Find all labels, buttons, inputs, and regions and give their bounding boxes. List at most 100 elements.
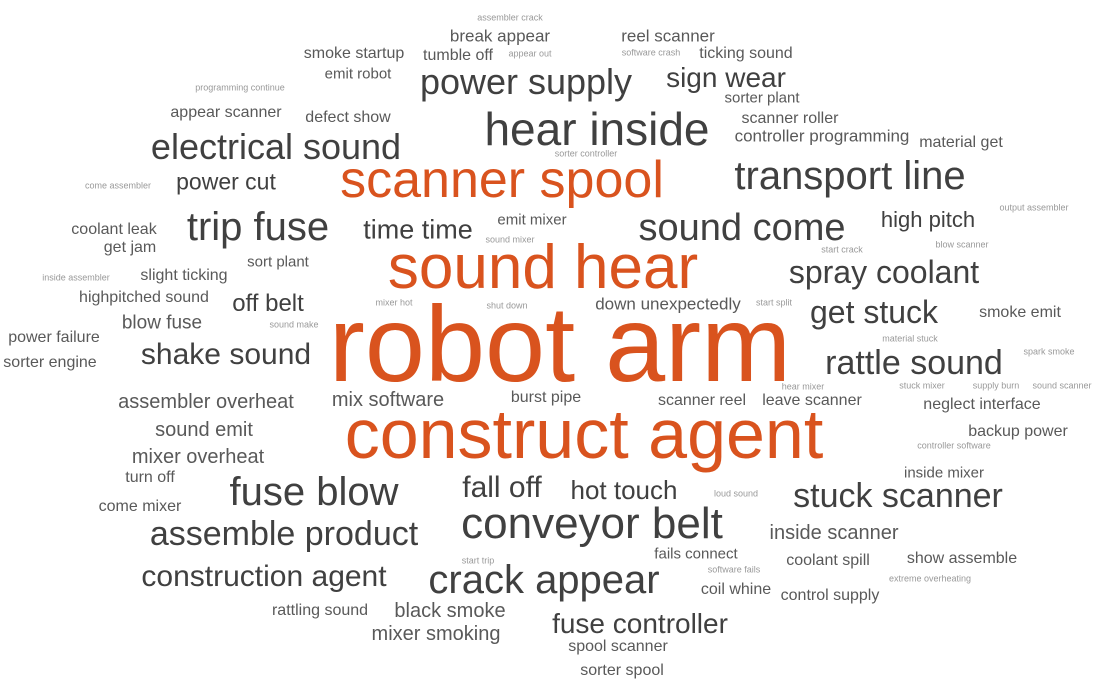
word-mixer-hot: mixer hot — [375, 297, 413, 308]
word-scanner-reel: scanner reel — [657, 392, 747, 409]
word-coolant-spill: coolant spill — [786, 552, 870, 569]
word-material-get: material get — [919, 134, 1003, 151]
word-stuck-scanner: stuck scanner — [793, 477, 1003, 515]
word-sort-plant: sort plant — [247, 253, 309, 271]
word-output-assembler: output assembler — [999, 202, 1069, 213]
word-show-assemble: show assemble — [906, 550, 1018, 567]
word-material-stuck: material stuck — [882, 333, 938, 344]
word-mixer-smoking: mixer smoking — [371, 623, 501, 645]
word-rattle-sound: rattle sound — [825, 344, 1003, 382]
word-neglect-interface: neglect interface — [923, 396, 1041, 413]
word-turn-off: turn off — [125, 469, 175, 486]
word-smoke-startup: smoke startup — [303, 45, 405, 62]
word-software-fails: software fails — [707, 564, 761, 575]
word-sound-hear: sound hear — [387, 233, 699, 302]
word-ticking-sound: ticking sound — [699, 45, 793, 62]
word-assemble-product: assemble product — [149, 515, 419, 553]
word-control-supply: control supply — [780, 587, 880, 604]
word-fall-off: fall off — [462, 471, 542, 504]
word-sound-emit: sound emit — [155, 419, 253, 441]
word-power-cut: power cut — [176, 168, 276, 195]
word-start-trip: start trip — [461, 555, 495, 566]
word-come-assembler: come assembler — [84, 180, 152, 191]
word-transport-line: transport line — [734, 154, 966, 198]
word-reel-scanner: reel scanner — [621, 26, 715, 46]
word-leave-scanner: leave scanner — [762, 392, 862, 409]
word-shake-sound: shake sound — [140, 338, 312, 371]
word-stuck-mixer: stuck mixer — [899, 380, 945, 391]
word-controller-software: controller software — [917, 440, 991, 451]
word-emit-robot: emit robot — [324, 65, 392, 83]
word-power-supply: power supply — [419, 61, 633, 102]
word-emit-mixer: emit mixer — [497, 211, 567, 229]
word-break-appear: break appear — [449, 26, 551, 46]
word-electrical-sound: electrical sound — [150, 126, 402, 167]
word-inside-assembler: inside assembler — [42, 272, 110, 283]
word-extreme-overheating: extreme overheating — [888, 573, 972, 584]
word-fails-connect: fails connect — [654, 545, 738, 563]
word-inside-scanner: inside scanner — [769, 522, 899, 544]
word-spray-coolant: spray coolant — [788, 254, 980, 290]
word-black-smoke: black smoke — [394, 600, 506, 622]
word-hear-mixer: hear mixer — [781, 381, 825, 392]
word-spool-scanner: spool scanner — [568, 638, 668, 655]
word-trip-fuse: trip fuse — [186, 205, 330, 249]
word-blow-fuse: blow fuse — [121, 312, 203, 334]
word-programming-continue: programming continue — [195, 82, 285, 93]
word-get-jam: get jam — [103, 239, 157, 256]
word-assembler-overheat: assembler overheat — [118, 391, 294, 413]
word-supply-burn: supply burn — [972, 380, 1020, 391]
word-high-pitch: high pitch — [880, 207, 976, 232]
word-get-stuck: get stuck — [809, 294, 939, 330]
word-sorter-engine: sorter engine — [3, 354, 97, 371]
word-come-mixer: come mixer — [98, 498, 182, 515]
word-rattling-sound: rattling sound — [271, 602, 369, 619]
word-assembler-crack: assembler crack — [477, 12, 543, 23]
word-coil-whine: coil whine — [700, 581, 772, 598]
word-scanner-spool: scanner spool — [340, 151, 664, 209]
word-mixer-overheat: mixer overheat — [131, 446, 265, 468]
word-loud-sound: loud sound — [713, 488, 759, 499]
word-backup-power: backup power — [968, 423, 1068, 440]
word-time-time: time time — [363, 214, 473, 245]
word-appear-out: appear out — [508, 48, 552, 59]
word-spark-smoke: spark smoke — [1023, 346, 1075, 357]
word-off-belt: off belt — [232, 290, 304, 317]
word-sorter-spool: sorter spool — [580, 662, 664, 679]
word-coolant-leak: coolant leak — [71, 221, 157, 238]
word-sorter-plant: sorter plant — [724, 89, 800, 107]
word-construction-agent: construction agent — [141, 560, 387, 593]
word-sound-mixer: sound mixer — [485, 234, 535, 245]
word-hot-touch: hot touch — [570, 475, 678, 505]
word-slight-ticking: slight ticking — [140, 267, 228, 284]
word-down-unexpectedly: down unexpectedly — [595, 294, 741, 314]
word-sound-scanner: sound scanner — [1032, 380, 1092, 391]
word-power-failure: power failure — [8, 329, 100, 346]
word-crack-appear: crack appear — [428, 558, 660, 602]
word-start-crack: start crack — [821, 244, 863, 255]
word-sound-come: sound come — [638, 207, 846, 249]
word-sorter-controller: sorter controller — [554, 148, 618, 159]
word-burst-pipe: burst pipe — [510, 389, 582, 406]
word-construct-agent: construct agent — [344, 395, 824, 473]
word-highpitched-sound: highpitched sound — [79, 289, 209, 306]
word-conveyor-belt: conveyor belt — [461, 499, 723, 548]
word-tumble-off: tumble off — [423, 47, 493, 64]
word-smoke-emit: smoke emit — [979, 304, 1061, 321]
word-mix-software: mix software — [331, 389, 445, 411]
word-robot-arm: robot arm — [328, 283, 792, 404]
word-software-crash: software crash — [621, 47, 681, 58]
word-scanner-roller: scanner roller — [741, 110, 839, 127]
word-sound-make: sound make — [269, 319, 319, 330]
word-appear-scanner: appear scanner — [170, 104, 282, 121]
word-inside-mixer: inside mixer — [903, 464, 985, 482]
word-fuse-blow: fuse blow — [229, 470, 399, 514]
word-hear-inside: hear inside — [484, 103, 710, 155]
word-controller-programming: controller programming — [734, 126, 910, 146]
word-blow-scanner: blow scanner — [935, 239, 989, 250]
word-shut-down: shut down — [486, 300, 528, 311]
word-fuse-controller: fuse controller — [552, 608, 728, 639]
word-start-split: start split — [755, 297, 793, 308]
word-defect-show: defect show — [305, 109, 391, 126]
